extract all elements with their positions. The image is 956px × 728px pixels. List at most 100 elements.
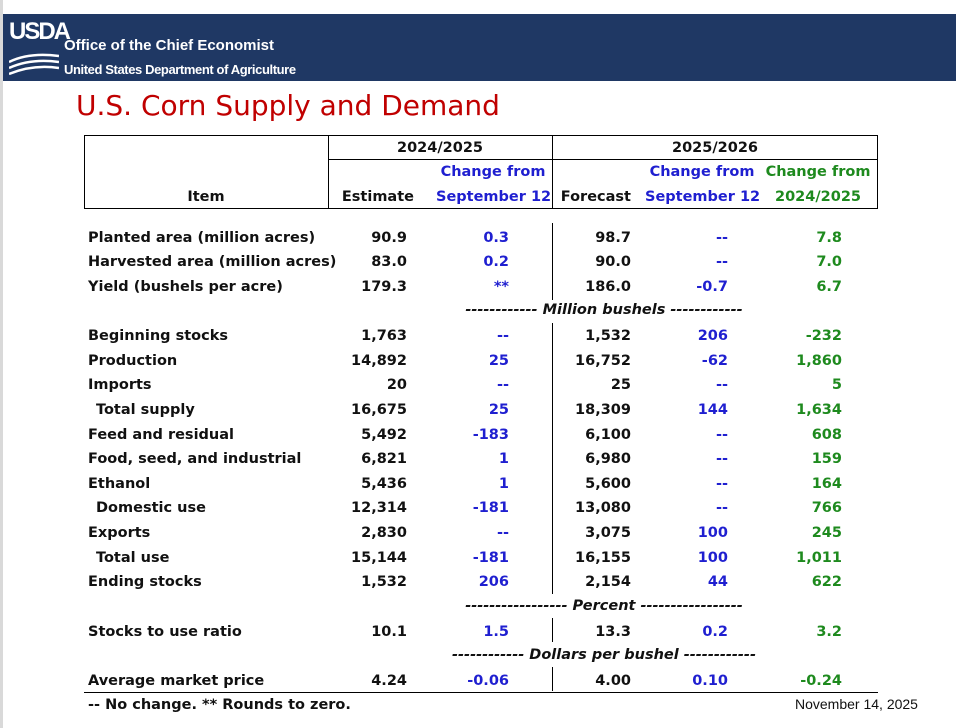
cell-chg2: 100 (697, 525, 728, 541)
col-header-change2-line1: Change from (649, 164, 755, 180)
cell-chg1: 1 (498, 451, 509, 467)
cell-estimate: 90.9 (371, 230, 407, 246)
row-label: Stocks to use ratio (88, 624, 242, 640)
cell-chg1: -- (496, 377, 509, 393)
cell-chg2: -- (715, 377, 728, 393)
cell-chg3: 5 (831, 377, 842, 393)
cell-estimate: 16,675 (351, 402, 407, 418)
cell-chg1: -181 (472, 500, 509, 516)
cell-chg3: 1,860 (796, 353, 842, 369)
group2-underline (552, 159, 878, 160)
year-divider-percent (552, 618, 553, 642)
usda-header-bar: USDA Office of the Chief Economist Unite… (3, 14, 956, 81)
cell-chg1: 25 (488, 402, 509, 418)
year-divider-area (552, 223, 553, 300)
cell-chg1: -- (496, 525, 509, 541)
cell-chg3: 7.0 (816, 254, 842, 270)
cell-chg3: 1,634 (796, 402, 842, 418)
cell-estimate: 5,436 (361, 476, 407, 492)
window-edge (0, 0, 3, 728)
year-divider-header (552, 135, 553, 209)
row-label: Total use (96, 550, 170, 566)
table-border-top (84, 135, 878, 136)
cell-forecast: 16,752 (575, 353, 631, 369)
table-border-right (877, 135, 878, 209)
cell-forecast: 13,080 (575, 500, 631, 516)
col-header-item: Item (187, 189, 225, 205)
cell-forecast: 1,532 (585, 328, 631, 344)
cell-chg1: 1 (498, 476, 509, 492)
cell-chg3: 6.7 (816, 279, 842, 295)
cell-chg1: -- (496, 328, 509, 344)
row-label: Ending stocks (88, 574, 202, 590)
col-header-change3-line2: 2024/2025 (774, 189, 861, 205)
row-label: Food, seed, and industrial (88, 451, 302, 467)
row-label: Total supply (96, 402, 195, 418)
year-divider-price (552, 667, 553, 691)
cell-chg3: 622 (811, 574, 842, 590)
cell-estimate: 20 (386, 377, 407, 393)
cell-forecast: 186.0 (585, 279, 631, 295)
col-header-change1-line1: Change from (440, 164, 546, 180)
group-header-2025: 2025/2026 (671, 140, 758, 156)
cell-chg3: 766 (811, 500, 842, 516)
footnote: -- No change. ** Rounds to zero. (88, 697, 351, 713)
cell-chg1: 0.2 (483, 254, 509, 270)
cell-chg1: 25 (488, 353, 509, 369)
row-label: Exports (88, 525, 151, 541)
cell-estimate: 12,314 (351, 500, 407, 516)
cell-chg3: 159 (811, 451, 842, 467)
row-label: Ethanol (88, 476, 151, 492)
cell-chg1: ** (493, 279, 509, 295)
usda-logo-fields-icon (9, 53, 59, 76)
col-header-change3-line1: Change from (765, 164, 871, 180)
row-label: Feed and residual (88, 427, 234, 443)
cell-chg2: -62 (701, 353, 728, 369)
cell-estimate: 15,144 (351, 550, 407, 566)
row-label: Harvested area (million acres) (88, 254, 337, 270)
group-header-2024: 2024/2025 (396, 140, 483, 156)
cell-chg2: -- (715, 476, 728, 492)
department-name: United States Department of Agriculture (64, 62, 296, 77)
supply-demand-table: 2024/2025 2025/2026 Item Estimate Change… (84, 135, 878, 693)
cell-chg2: 0.2 (702, 624, 728, 640)
separator-dollars-per-bushel: ------------ Dollars per bushel --------… (452, 647, 756, 663)
header-divider (84, 208, 878, 209)
row-label: Yield (bushels per acre) (88, 279, 283, 295)
cell-forecast: 3,075 (585, 525, 631, 541)
page-title: U.S. Corn Supply and Demand (76, 89, 500, 122)
cell-estimate: 83.0 (371, 254, 407, 270)
usda-logo: USDA (9, 18, 71, 78)
cell-forecast: 90.0 (595, 254, 631, 270)
cell-forecast: 98.7 (595, 230, 631, 246)
report-date: November 14, 2025 (795, 696, 918, 712)
cell-forecast: 5,600 (585, 476, 631, 492)
cell-chg3: 1,011 (796, 550, 842, 566)
cell-chg1: -183 (472, 427, 509, 443)
cell-chg2: 206 (697, 328, 728, 344)
cell-estimate: 5,492 (361, 427, 407, 443)
col-header-forecast: Forecast (560, 189, 631, 205)
cell-forecast: 6,980 (585, 451, 631, 467)
row-label: Beginning stocks (88, 328, 228, 344)
col-header-change2-line2: September 12 (645, 189, 761, 205)
col-header-change1-line2: September 12 (436, 189, 552, 205)
table-border-bottom (84, 692, 878, 693)
org-name: Office of the Chief Economist (64, 37, 275, 54)
row-label: Production (88, 353, 178, 369)
row-label: Planted area (million acres) (88, 230, 316, 246)
cell-estimate: 4.24 (371, 673, 407, 689)
cell-chg2: -- (715, 427, 728, 443)
cell-chg1: -181 (472, 550, 509, 566)
year-divider-bushels (552, 323, 553, 594)
cell-forecast: 4.00 (595, 673, 631, 689)
cell-estimate: 6,821 (361, 451, 407, 467)
cell-chg2: 44 (707, 574, 728, 590)
cell-chg1: -0.06 (467, 673, 509, 689)
cell-estimate: 14,892 (351, 353, 407, 369)
separator-million-bushels: ------------ Million bushels -----------… (465, 302, 743, 318)
cell-chg3: 7.8 (816, 230, 842, 246)
cell-chg2: 100 (697, 550, 728, 566)
cell-chg2: -- (715, 451, 728, 467)
cell-estimate: 1,763 (361, 328, 407, 344)
